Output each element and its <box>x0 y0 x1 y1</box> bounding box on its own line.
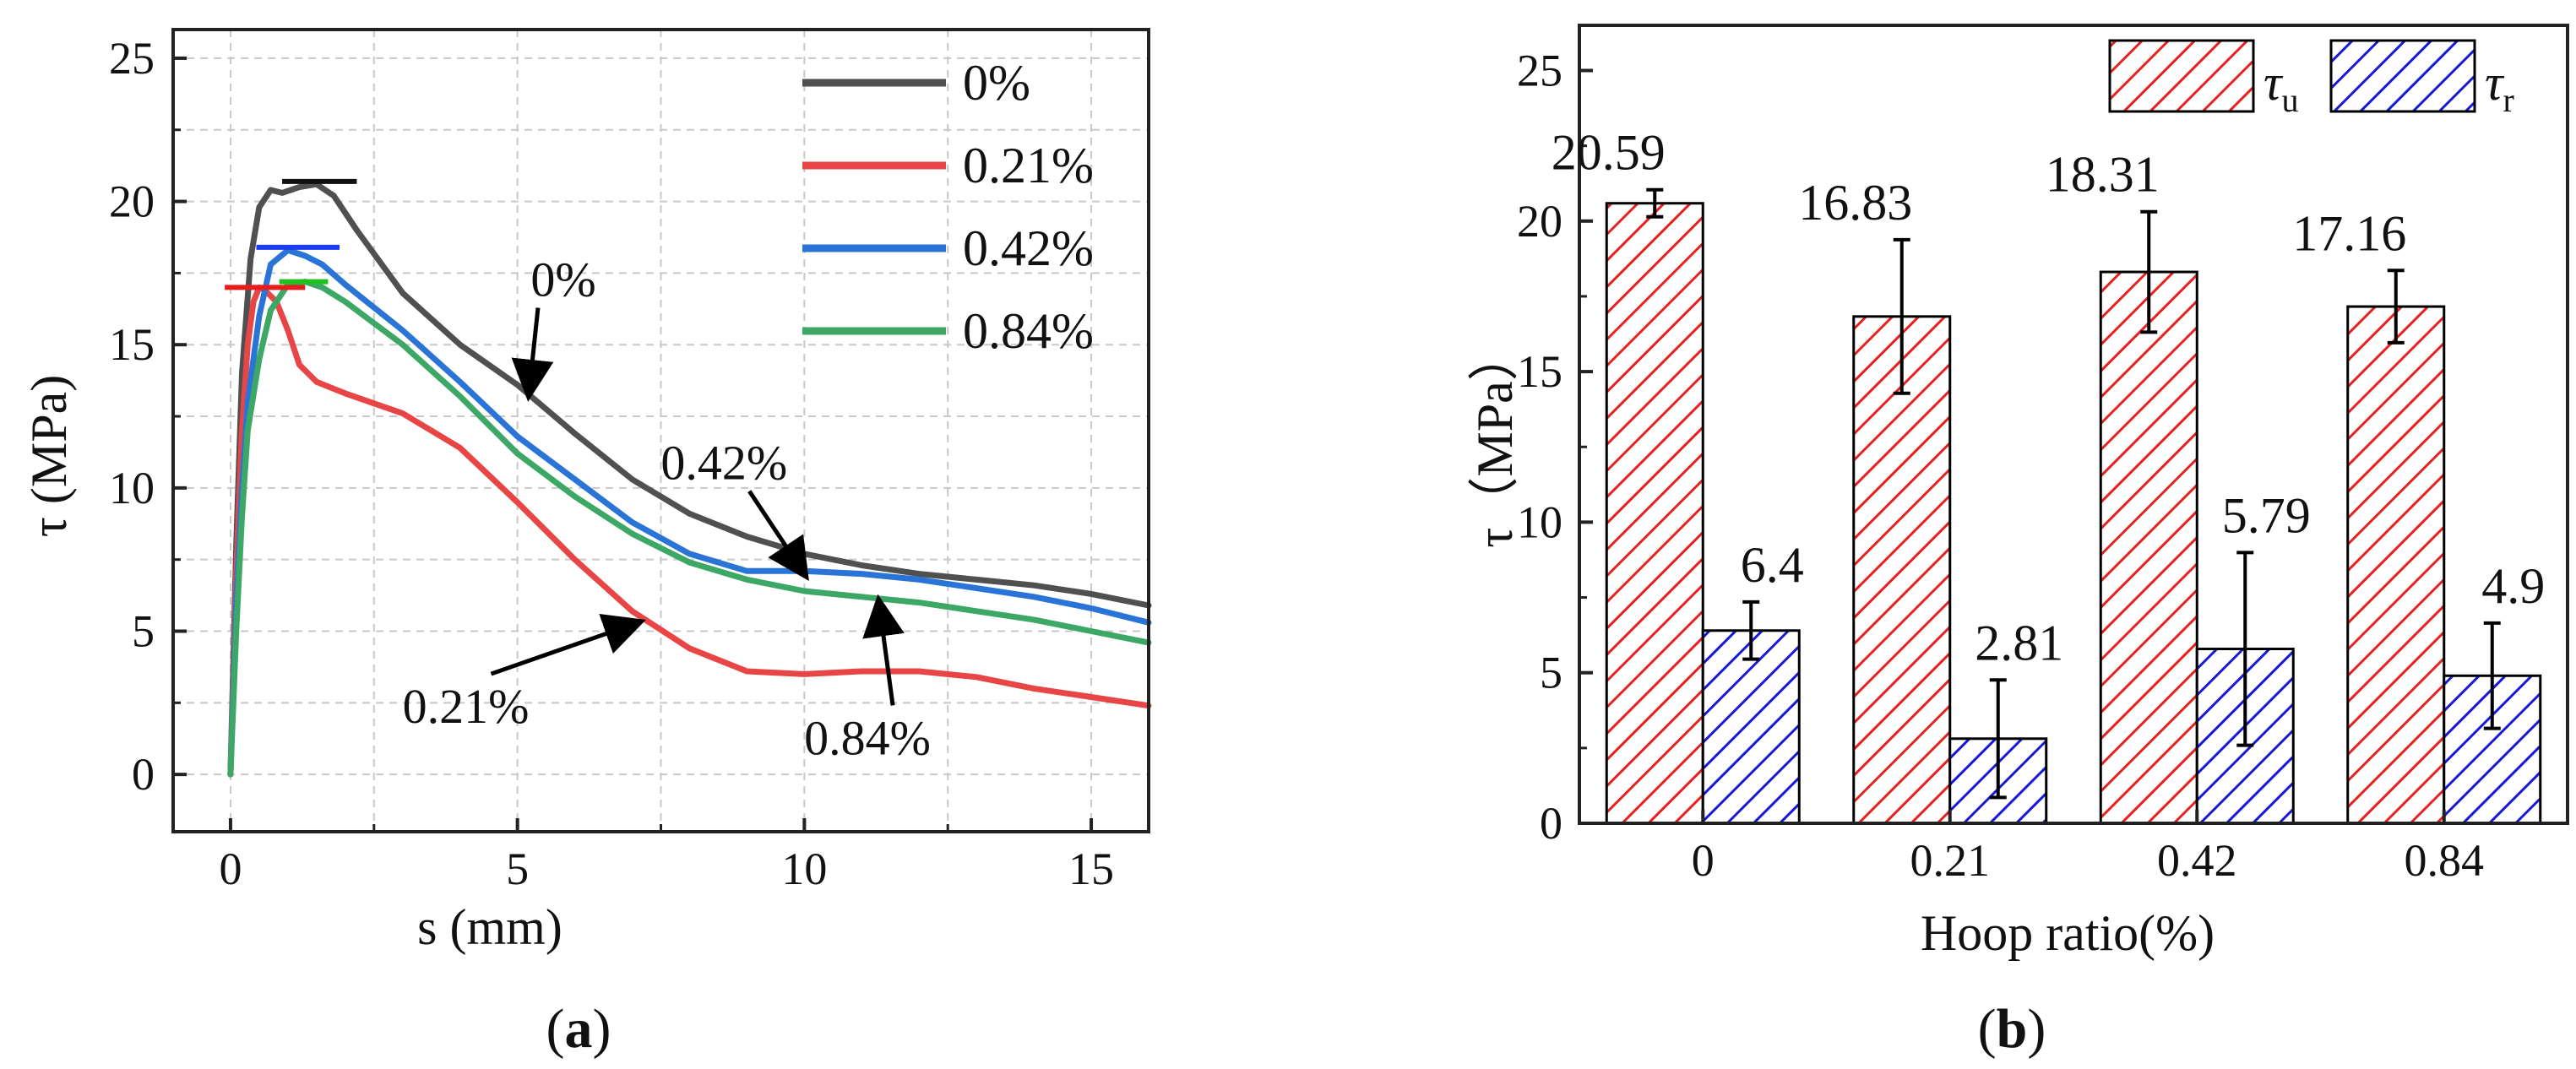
axis-ticks: 0 5 10 15 0 5 10 15 20 25 <box>109 33 1114 894</box>
legend: 0% 0.21% 0.42% 0.84% <box>802 55 1094 359</box>
series-line <box>227 284 1152 778</box>
series-lines <box>227 181 1152 778</box>
y-tick-label: 0 <box>132 749 155 800</box>
x-tick-label: 5 <box>506 844 529 894</box>
paren-open: ( <box>1978 998 1997 1060</box>
annotation-label: 0.42% <box>660 436 787 491</box>
annotation-label: 0% <box>530 252 595 307</box>
axis-ticks: 0 5 10 15 20 25 0 0.21 0.42 0.84 <box>1517 45 2484 886</box>
legend-subscript: r <box>2503 81 2514 119</box>
x-tick-label: 0 <box>219 844 242 894</box>
y-tick-label: 10 <box>1517 497 1562 547</box>
annotations: 0% 0.42% 0.21% 0.84% <box>403 252 931 766</box>
legend-label: 0.21% <box>963 138 1094 193</box>
paren-open: ( <box>546 998 565 1060</box>
data-labels: 20.59 16.83 18.31 17.16 6.4 2.81 5.79 4.9 <box>1552 125 2546 671</box>
data-label: 2.81 <box>1975 615 2063 670</box>
y-tick-label: 20 <box>1517 196 1562 247</box>
annotation-label: 0.21% <box>403 679 530 734</box>
y-axis-title: τ (MPa) <box>21 375 77 537</box>
legend: τu τr <box>2108 39 2514 119</box>
y-tick-label: 25 <box>1517 45 1562 95</box>
legend-subscript: u <box>2281 81 2298 119</box>
x-axis-title: s (mm) <box>417 899 562 955</box>
data-label: 16.83 <box>1798 175 1912 231</box>
annotation-arrow <box>490 613 646 676</box>
error-bars <box>1646 187 2501 800</box>
y-tick-label: 5 <box>132 606 155 657</box>
line-chart-panel-a: 0 5 10 15 0 5 10 15 20 25 0% 0.42% 0.21% 0.84% 0% 0.2… <box>21 28 1152 1060</box>
plot-frame <box>1578 24 2569 825</box>
legend-swatch <box>2108 39 2255 113</box>
bar-chart-panel-b: 0 5 10 15 20 25 0 0.21 0.42 0.84 20.59 16.83 18.31 1… <box>1467 24 2569 1060</box>
series-line <box>227 247 1152 778</box>
paren-close: ) <box>2027 998 2046 1060</box>
data-label: 17.16 <box>2292 205 2406 261</box>
data-label: 4.9 <box>2481 558 2545 614</box>
data-label: 5.79 <box>2222 487 2311 543</box>
x-tick-label: 0.21 <box>1910 835 1991 886</box>
x-tick-label: 0.84 <box>2405 835 2485 886</box>
bar <box>1852 315 1952 825</box>
y-tick-label: 10 <box>109 463 155 513</box>
data-label: 6.4 <box>1741 537 1804 593</box>
annotation-label: 0.84% <box>804 710 931 765</box>
y-tick-label: 5 <box>1540 648 1562 698</box>
bars <box>1605 202 2542 825</box>
peak-markers <box>225 178 357 290</box>
y-tick-label: 15 <box>109 319 155 370</box>
legend-label: 0.42% <box>963 220 1094 276</box>
annotation-arrow <box>747 490 809 581</box>
legend-swatch <box>2329 39 2476 113</box>
legend-label: τu <box>2264 55 2298 119</box>
y-tick-label: 20 <box>109 176 155 227</box>
annotation-arrow <box>862 594 905 706</box>
x-tick-label: 10 <box>781 844 827 894</box>
y-tick-label: 25 <box>109 33 155 84</box>
annotation-arrow <box>511 307 554 402</box>
series-line <box>227 279 1152 778</box>
paren-close: ) <box>593 998 611 1060</box>
y-tick-label: 0 <box>1540 798 1562 849</box>
x-tick-label: 15 <box>1068 844 1114 894</box>
legend-label: 0% <box>963 55 1030 111</box>
legend-label: 0.84% <box>963 303 1094 359</box>
y-tick-label: 15 <box>1517 346 1562 397</box>
data-label: 18.31 <box>2046 147 2160 203</box>
series-line <box>227 181 1152 778</box>
panel-label-a: (a) <box>546 998 611 1060</box>
legend-label: τr <box>2485 55 2514 119</box>
y-axis-title: τ（MPa） <box>1467 330 1523 547</box>
panel-letter: b <box>1997 998 2028 1060</box>
panel-label-b: (b) <box>1978 998 2046 1060</box>
panel-letter: a <box>565 998 593 1060</box>
bar <box>1605 202 1704 825</box>
x-axis-title: Hoop ratio(%) <box>1921 905 2215 961</box>
x-tick-label: 0 <box>1692 835 1715 886</box>
data-label: 20.59 <box>1552 125 1666 181</box>
bar <box>2346 305 2446 825</box>
x-tick-label: 0.42 <box>2157 835 2237 886</box>
bar <box>2099 270 2198 825</box>
